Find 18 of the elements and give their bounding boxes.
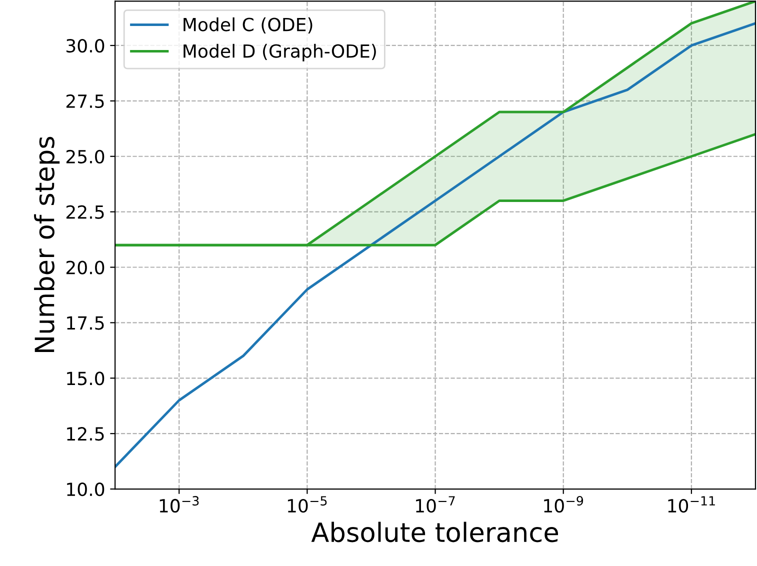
legend-label: Model C (ODE) bbox=[184, 17, 312, 34]
x-tick-label: 10$^{−7}$ bbox=[416, 496, 455, 513]
y-tick-label: 10.0 bbox=[67, 482, 104, 496]
y-tick-label: 27.5 bbox=[66, 94, 104, 108]
legend-label: Model D (Graph-ODE) bbox=[184, 44, 376, 62]
x-tick-label: 10$^{−11}$ bbox=[668, 496, 715, 513]
y-tick-label: 25.0 bbox=[66, 150, 104, 164]
y-tick-label: 12.5 bbox=[67, 427, 104, 441]
y-axis-title: Number of steps bbox=[34, 136, 60, 352]
y-tick-label: 30.0 bbox=[66, 38, 104, 53]
y-tick-label: 15.0 bbox=[67, 372, 104, 386]
y-tick-label: 22.5 bbox=[66, 205, 104, 219]
x-tick-label: 10$^{−5}$ bbox=[288, 496, 327, 513]
x-tick-label: 10$^{−9}$ bbox=[544, 496, 584, 513]
x-tick-label: 10$^{−3}$ bbox=[160, 496, 199, 513]
y-tick-label: 20.0 bbox=[66, 260, 104, 274]
y-tick-label: 17.5 bbox=[67, 316, 104, 330]
x-axis-title: Absolute tolerance bbox=[311, 522, 558, 542]
